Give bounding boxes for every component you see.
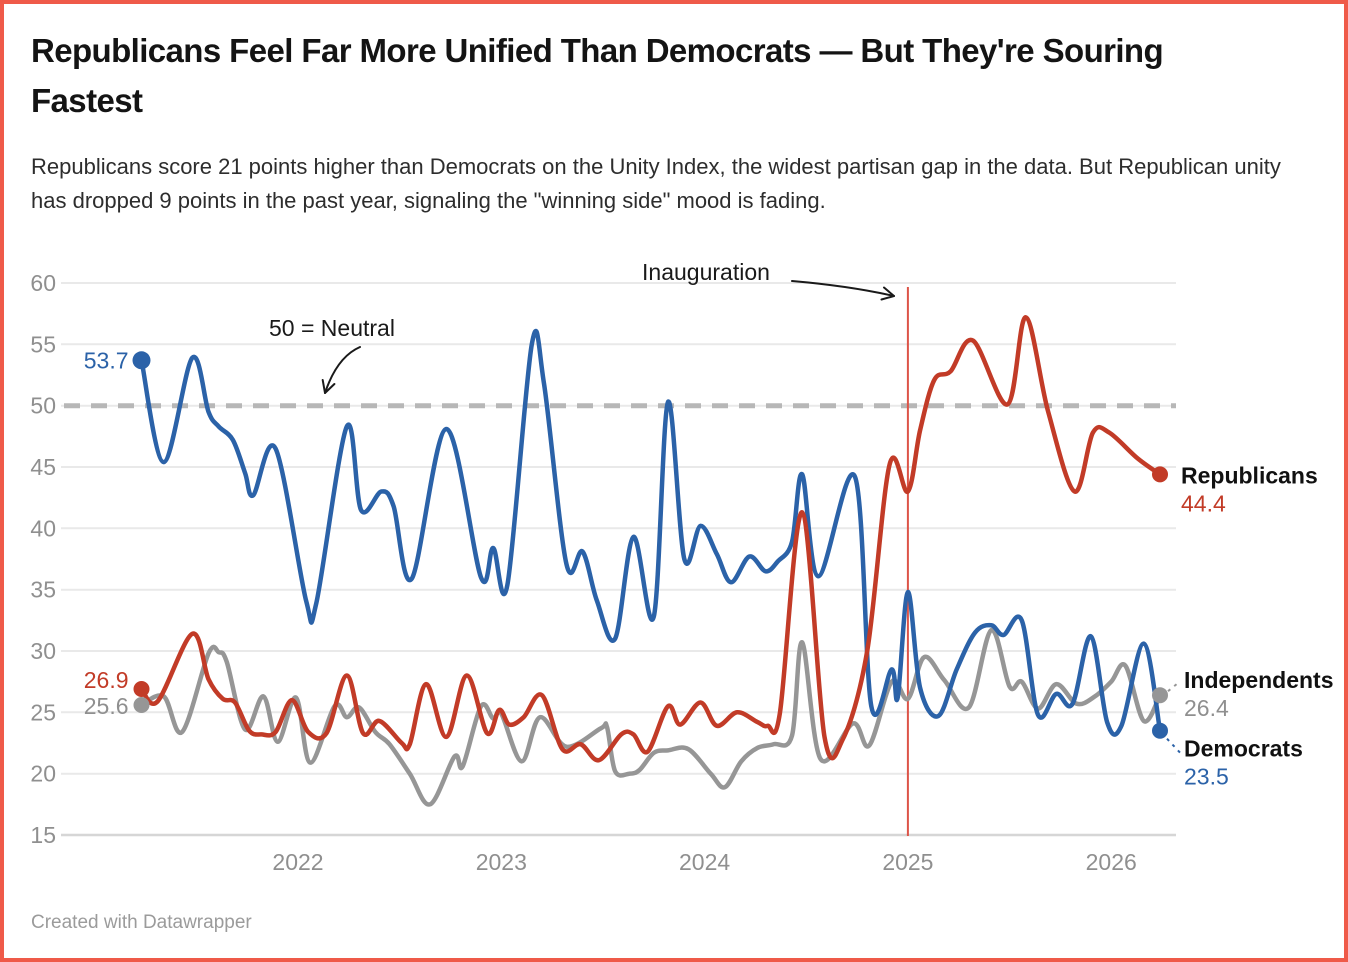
leader-line-independents [1167, 681, 1180, 692]
leader-line-democrats [1166, 738, 1182, 755]
y-tick-label-35: 35 [30, 577, 56, 603]
end-value-label-democrats: 23.5 [1184, 764, 1229, 790]
event-annotation-arrow [791, 280, 895, 297]
y-tick-label-25: 25 [30, 699, 56, 725]
series-name-label-republicans: Republicans [1181, 462, 1318, 488]
event-annotation-arrowhead [880, 286, 895, 301]
y-axis-tick-labels: 60 55 50 45 40 35 30 25 20 15 [30, 270, 56, 848]
start-dot-republicans [133, 681, 150, 697]
y-tick-label-20: 20 [30, 761, 56, 787]
end-value-label-republicans: 44.4 [1181, 490, 1226, 516]
x-tick-label-2022: 2022 [272, 849, 323, 875]
neutral-annotation-arrow [324, 346, 361, 394]
event-annotation-label: Inauguration [642, 259, 770, 285]
series-line-democrats [139, 328, 1163, 737]
page-title: Republicans Feel Far More Unified Than D… [31, 32, 1164, 119]
neutral-annotation-arrowhead [321, 379, 336, 394]
start-dot-independents [133, 697, 150, 713]
y-tick-label-40: 40 [30, 515, 56, 541]
start-value-label-independents: 25.6 [84, 693, 129, 719]
end-dot-republicans [1152, 466, 1168, 483]
start-value-label-democrats: 53.7 [84, 347, 129, 373]
end-dot-democrats [1152, 722, 1168, 739]
y-tick-label-60: 60 [30, 270, 56, 296]
x-tick-label-2025: 2025 [882, 849, 933, 875]
datawrapper-credit: Created with Datawrapper [31, 912, 252, 933]
x-tick-label-2024: 2024 [679, 849, 730, 875]
y-tick-label-50: 50 [30, 393, 56, 419]
gridlines [61, 282, 1176, 837]
x-tick-label-2023: 2023 [476, 849, 527, 875]
y-tick-label-30: 30 [30, 638, 56, 664]
series-name-label-democrats: Democrats [1184, 736, 1303, 762]
y-tick-label-55: 55 [30, 331, 56, 357]
series-lines [139, 315, 1163, 807]
x-tick-label-2026: 2026 [1086, 849, 1137, 875]
end-dot-independents [1152, 687, 1168, 704]
end-value-label-independents: 26.4 [1184, 695, 1229, 721]
series-line-republicans [139, 315, 1163, 763]
chart-description: Republicans score 21 points higher than … [31, 154, 1281, 214]
y-tick-label-45: 45 [30, 454, 56, 480]
neutral-annotation-label: 50 = Neutral [269, 315, 395, 341]
series-name-label-independents: Independents [1184, 667, 1334, 693]
start-dot-democrats [132, 351, 151, 370]
series-line-independents [139, 627, 1163, 807]
x-axis-tick-labels: 2022 2023 2024 2025 2026 [272, 849, 1136, 875]
y-tick-label-15: 15 [30, 822, 56, 848]
start-value-label-republicans: 26.9 [84, 667, 129, 693]
